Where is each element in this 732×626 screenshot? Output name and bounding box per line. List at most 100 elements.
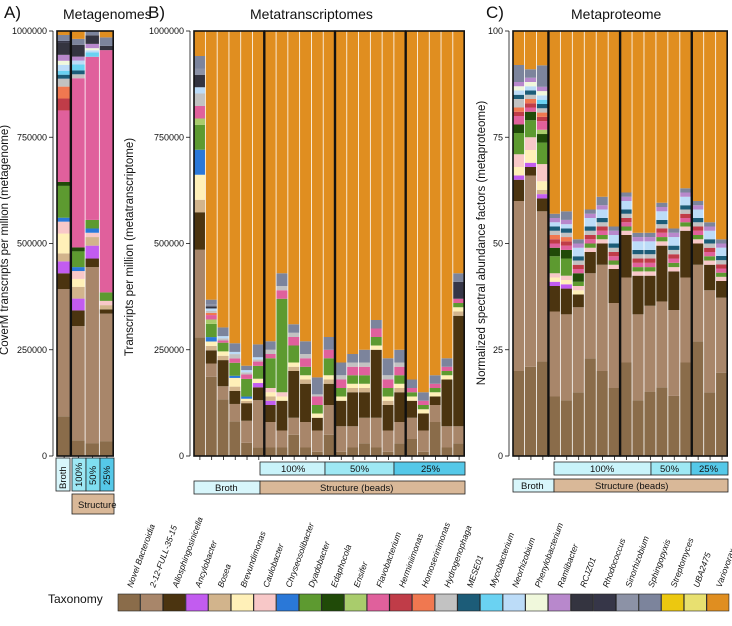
bar-c-1-caulobacter [513, 154, 525, 167]
bar-c-16-herminiimonas [692, 226, 704, 231]
bar-b-4-bosea [229, 386, 241, 391]
bar-b-20-dyadobacter [417, 405, 429, 410]
bar-b-14-variovorax [347, 31, 359, 354]
bar-b-1-hydrogenophaga [194, 93, 205, 106]
bar-b-6-neorhizobium [252, 357, 264, 360]
bar-c-9-herminiimonas [608, 252, 620, 257]
bar-a-4-dyadobacter [99, 292, 114, 301]
legend-swatch-edaphocola [321, 593, 345, 612]
bar-b-2-variovorax [205, 31, 217, 300]
bar-a-2-edaphocola [71, 247, 85, 252]
bar-c-15-mese01 [680, 205, 692, 210]
bar-c-6-neorhizobium [572, 247, 584, 257]
bar-b-1-2-12-full-35-15 [194, 249, 205, 338]
y-tick-label: 0 [498, 451, 503, 461]
bar-a-1-phenylobacterium [57, 60, 71, 65]
bar-b-7-hydrogenophaga [264, 349, 276, 354]
bar-b-4-dyadobacter [229, 362, 241, 376]
group-frame [691, 30, 728, 457]
bar-c-11-caulobacter [632, 271, 644, 276]
bar-c-4-dyadobacter [548, 256, 560, 274]
bar-c-6-sphingopyxis [572, 239, 584, 244]
bar-c-2-ancylobacter [524, 162, 537, 167]
bar-b-7-brevundimonas [264, 392, 276, 397]
bar-c-1-flavobacterium [513, 116, 525, 125]
bar-a-3-flavobacterium [85, 56, 99, 220]
bar-c-9-allosphingosinicella [608, 269, 620, 303]
bar-b-11-2-12-full-35-15 [311, 430, 323, 452]
bar-c-16-allosphingosinicella [692, 243, 704, 265]
y-tick-label: 750000 [17, 132, 47, 142]
bar-b-16-flavobacterium [370, 328, 382, 337]
panel-b-box-25 [393, 461, 466, 476]
bar-c-15-ramlibacter [680, 192, 692, 197]
bar-b-18-novel-bacteroidia [394, 443, 406, 456]
legend-swatch-streptomyces [661, 593, 684, 612]
bar-c-14-sphingopyxis [668, 228, 680, 233]
bar-b-11-novel-bacteroidia [311, 451, 323, 456]
panel-c-box-25 [690, 461, 729, 476]
bar-c-1-sphingopyxis [513, 65, 525, 82]
bar-c-6-hydrogenophaga [572, 260, 584, 265]
bar-b-11-hydrogenophaga [311, 394, 323, 397]
panel-b-letter: B) [148, 3, 165, 22]
bar-c-18-herminiimonas [716, 264, 728, 269]
bar-c-1-phenylobacterium [513, 86, 525, 91]
panel-b-label-25: 25% [421, 464, 441, 475]
bar-c-5-herminiimonas [560, 241, 572, 246]
bar-b-4-chryseosolibacter [229, 375, 241, 378]
bar-c-1-hydrogenophaga [513, 99, 525, 108]
bar-c-17-sphingopyxis [704, 222, 716, 227]
bar-c-3-sphingopyxis [536, 65, 549, 87]
bar-c-15-dyadobacter [680, 222, 692, 227]
bar-b-2-rcjz01 [205, 306, 217, 309]
bar-c-5-mese01 [560, 228, 572, 233]
panel-b-axis: 0 250000 500000 750000 1000000 [149, 26, 465, 461]
bar-b-4-novel-bacteroidia [229, 421, 241, 456]
bar-c-3-mese01 [536, 103, 549, 109]
group-frame [619, 30, 693, 457]
bar-a-2-neorhizobium [71, 60, 85, 65]
bar-c-18-neorhizobium [716, 247, 728, 256]
bar-b-1-variovorax [194, 31, 205, 56]
bar-c-3-ancylobacter [536, 194, 549, 199]
bar-c-14-herminiimonas [668, 254, 680, 259]
bar-a-1-rcjz01 [57, 42, 71, 55]
bar-b-18-2-12-full-35-15 [394, 422, 406, 444]
bar-b-19-allosphingosinicella [406, 400, 418, 418]
bar-c-13-flavobacterium [656, 232, 668, 238]
bar-b-3-flavobacterium [217, 340, 229, 343]
bar-c-9-2-12-full-35-15 [608, 303, 620, 388]
bar-a-4-rcjz01 [99, 45, 114, 51]
bar-c-15-hydrogenophaga [680, 209, 692, 214]
bar-c-16-novel-bacteroidia [692, 341, 704, 456]
bar-c-12-variovorax [644, 31, 656, 233]
bar-b-14-2-12-full-35-15 [347, 426, 359, 448]
bar-c-13-novel-bacteroidia [656, 387, 668, 456]
y-tick-label: 50 [493, 239, 503, 249]
bar-b-10-brevundimonas [300, 375, 312, 380]
bar-c-12-ramlibacter [644, 237, 656, 242]
bar-b-21-flavobacterium [429, 383, 441, 388]
bar-b-4-neorhizobium [229, 351, 241, 355]
bar-c-8-hydrogenophaga [596, 222, 608, 227]
panel-a-letter: A) [4, 3, 21, 22]
bar-c-2-mese01 [524, 90, 537, 95]
bar-a-3-phenylobacterium [85, 48, 99, 51]
bar-c-14-2-12-full-35-15 [668, 310, 680, 396]
bar-a-1-homoserinimonas [57, 86, 71, 99]
bar-b-19-2-12-full-35-15 [406, 417, 418, 439]
bar-c-10-herminiimonas [620, 218, 632, 223]
bar-b-1-sinorhizobium [194, 68, 205, 75]
bar-c-10-dyadobacter [620, 226, 632, 231]
bar-c-5-edaphocola [560, 249, 572, 259]
bar-b-15-flavobacterium [358, 366, 370, 376]
bar-b-14-brevundimonas [347, 383, 359, 388]
bar-a-1-bosea [57, 253, 71, 262]
bar-b-9-dyadobacter [288, 345, 300, 363]
bar-c-13-dyadobacter [656, 237, 668, 242]
bar-b-18-bosea [394, 388, 406, 393]
legend-label: UBA2475 [691, 551, 713, 589]
bar-c-12-mese01 [644, 249, 656, 255]
bar-c-9-caulobacter [608, 264, 620, 269]
